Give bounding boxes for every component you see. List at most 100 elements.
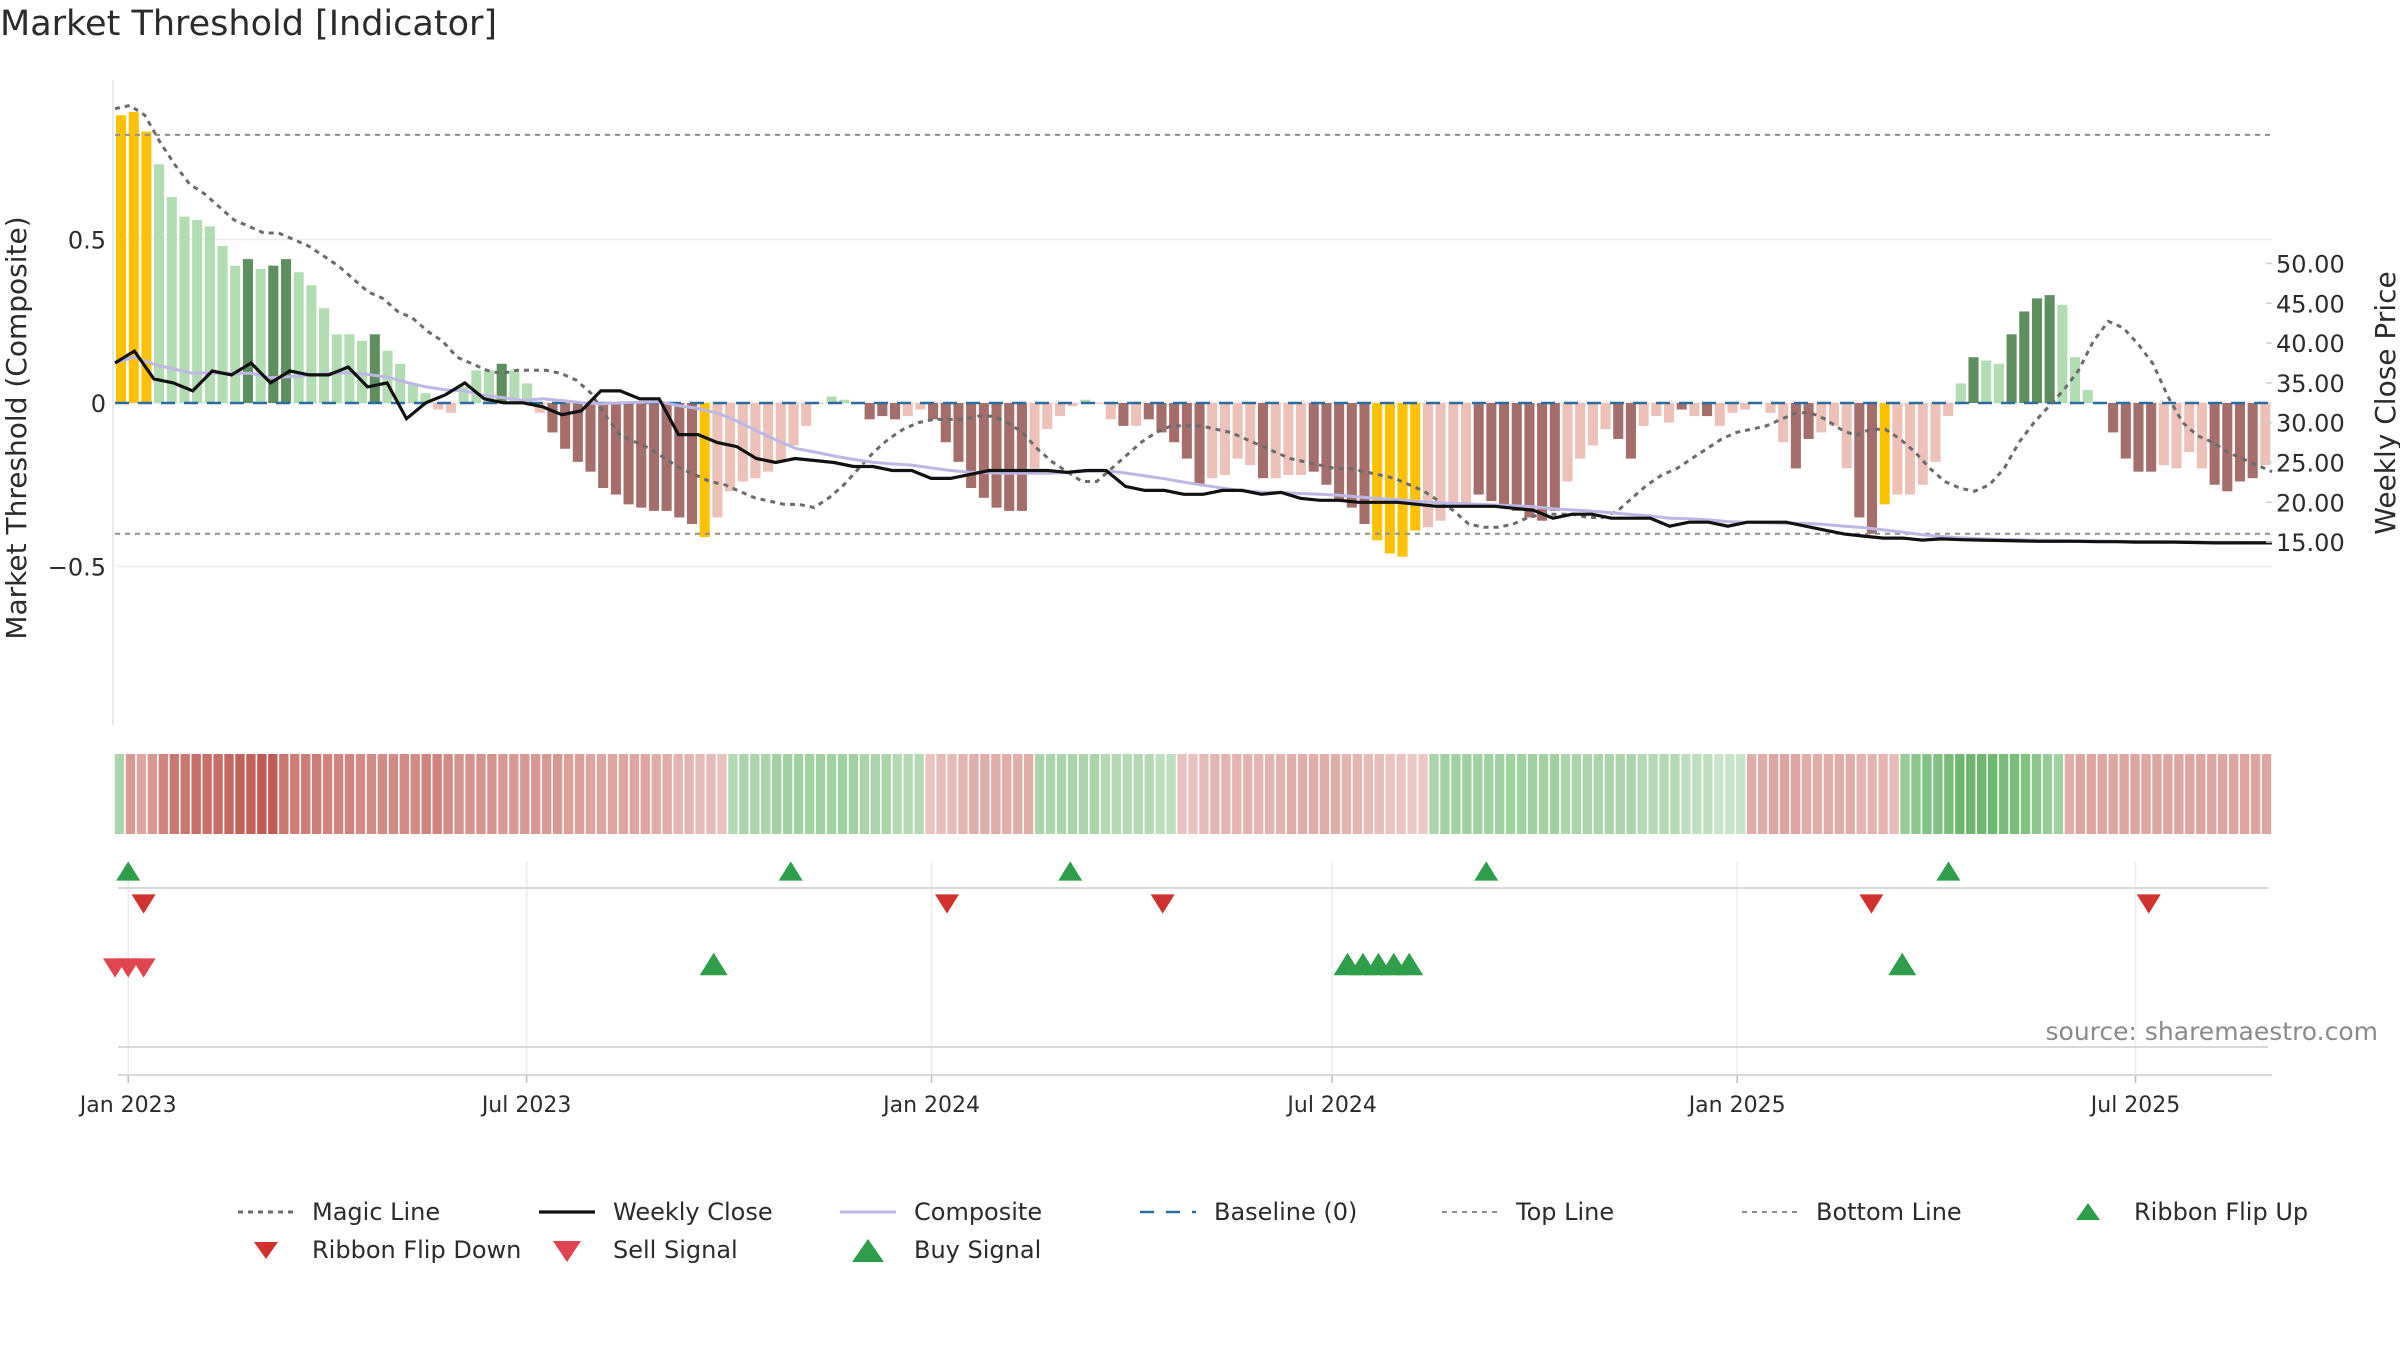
ribbon-cell xyxy=(443,754,453,834)
ribbon-cell xyxy=(1232,754,1242,834)
chart-canvas: 0.5 0 −0.5 50.00 45.00 40.00 35.00 30.00 25.00 20… xyxy=(0,80,2400,1118)
ribbon-cell xyxy=(1133,754,1143,834)
right-tick-label: 20.00 xyxy=(2276,489,2345,517)
ribbon-cell xyxy=(454,754,464,834)
ribbon-cell xyxy=(2075,754,2085,834)
ribbon-cell xyxy=(1703,754,1713,834)
legend-ribbon-flip-down: Ribbon Flip Down xyxy=(236,1233,521,1267)
ribbon-cell xyxy=(399,754,409,834)
composite-bar xyxy=(1346,403,1357,508)
composite-bar xyxy=(1892,403,1903,495)
composite-bar xyxy=(2069,357,2081,403)
composite-bar xyxy=(1054,403,1066,417)
ribbon-cell xyxy=(1604,754,1614,834)
composite-bar xyxy=(1219,403,1230,475)
ribbon-cell xyxy=(936,754,946,834)
composite-bar xyxy=(1930,403,1941,462)
composite-bar xyxy=(2044,295,2055,403)
composite-bar xyxy=(2133,403,2144,472)
ribbon-cell xyxy=(903,754,913,834)
ribbon-cell xyxy=(2228,754,2239,834)
ribbon-cell xyxy=(1670,754,1680,834)
ribbon-cell xyxy=(1527,754,1538,834)
ribbon-cell xyxy=(826,754,837,834)
composite-line xyxy=(114,355,2273,545)
ribbon-cell xyxy=(1900,754,1910,834)
ribbon-cell xyxy=(1987,754,1998,834)
composite-bar xyxy=(445,403,456,413)
composite-bar xyxy=(801,403,812,426)
ribbon-cell xyxy=(1582,754,1593,834)
ribbon-cell xyxy=(1396,754,1406,834)
composite-bar xyxy=(1308,403,1319,472)
composite-bar xyxy=(1943,403,1954,417)
ribbon-cell xyxy=(958,754,968,834)
ribbon-cell xyxy=(268,754,278,834)
ribbon-cell xyxy=(1505,754,1516,834)
ribbon-flip-down-marker xyxy=(934,894,959,914)
composite-bar xyxy=(2146,403,2157,472)
ribbon-cell xyxy=(1560,754,1571,834)
ribbon-cell xyxy=(1254,754,1264,834)
legend-sell-signal: Sell Signal xyxy=(537,1233,738,1267)
ribbon-cell xyxy=(2086,754,2096,834)
right-tick-label: 25.00 xyxy=(2276,450,2345,478)
ribbon-cell xyxy=(1363,754,1373,834)
ribbon-cell xyxy=(432,754,442,834)
ribbon-cell xyxy=(235,754,245,834)
composite-bar xyxy=(2222,403,2233,492)
composite-bar xyxy=(598,403,609,489)
ribbon-cell xyxy=(1155,754,1165,834)
buy-signal-marker xyxy=(699,952,728,976)
ribbon-cell xyxy=(1440,754,1450,834)
ribbon-cell xyxy=(552,754,563,834)
ribbon-cell xyxy=(563,754,574,834)
ribbon-cell xyxy=(1922,754,1932,834)
ribbon-cell xyxy=(2042,754,2053,834)
ribbon-cell xyxy=(1977,754,1987,834)
composite-bar xyxy=(1524,403,1535,518)
composite-bar xyxy=(991,403,1002,508)
ribbon-cell xyxy=(2141,754,2151,834)
ribbon-cell xyxy=(257,754,267,834)
composite-bar xyxy=(471,370,482,403)
composite-bar xyxy=(1765,403,1776,413)
axes: 0.5 0 −0.5 50.00 45.00 40.00 35.00 30.00 25.00 20… xyxy=(48,80,2345,725)
ribbon-cell xyxy=(1045,754,1056,834)
composite-bar xyxy=(1879,403,1890,505)
composite-bar xyxy=(293,272,304,403)
ribbon-cell xyxy=(520,754,530,834)
ribbon-cell xyxy=(1199,754,1209,834)
legend-label: Bottom Line xyxy=(1816,1198,1962,1226)
ribbon-flip-up-marker xyxy=(1936,861,1961,881)
ribbon-cell xyxy=(388,754,399,834)
composite-bar xyxy=(636,403,647,508)
ribbon-cell xyxy=(1078,754,1089,834)
ribbon-cell xyxy=(596,754,607,834)
signal-rows: Jan 2023 Jul 2023 Jan 2024 Jul 2024 Jan 2025… xyxy=(78,861,2272,1118)
composite-bar xyxy=(1625,403,1636,459)
ribbon-cell xyxy=(2108,754,2118,834)
composite-bar xyxy=(1613,403,1624,439)
ribbon-cell xyxy=(728,754,738,834)
ribbon-cell xyxy=(1812,754,1823,834)
ribbon-cell xyxy=(1352,754,1362,834)
composite-bar xyxy=(331,334,342,403)
ribbon-cell xyxy=(1571,754,1582,834)
composite-bar xyxy=(572,403,583,462)
composite-bar xyxy=(242,259,253,403)
x-tick-label: Jan 2025 xyxy=(1687,1093,1786,1118)
ribbon-cell xyxy=(1801,754,1812,834)
ribbon-cell xyxy=(640,754,650,834)
legend-swatch xyxy=(1442,1211,1498,1213)
left-axis-label: Market Threshold (Composite) xyxy=(0,216,33,639)
composite-bar xyxy=(648,403,659,511)
composite-bar xyxy=(1092,403,1104,404)
composite-bar xyxy=(686,403,698,524)
composite-bar xyxy=(1537,403,1548,521)
legend-label: Top Line xyxy=(1516,1198,1615,1226)
composite-bar xyxy=(2082,389,2093,403)
composite-bar xyxy=(2120,403,2131,459)
composite-bar xyxy=(1372,403,1383,541)
ribbon-cell xyxy=(169,754,179,834)
